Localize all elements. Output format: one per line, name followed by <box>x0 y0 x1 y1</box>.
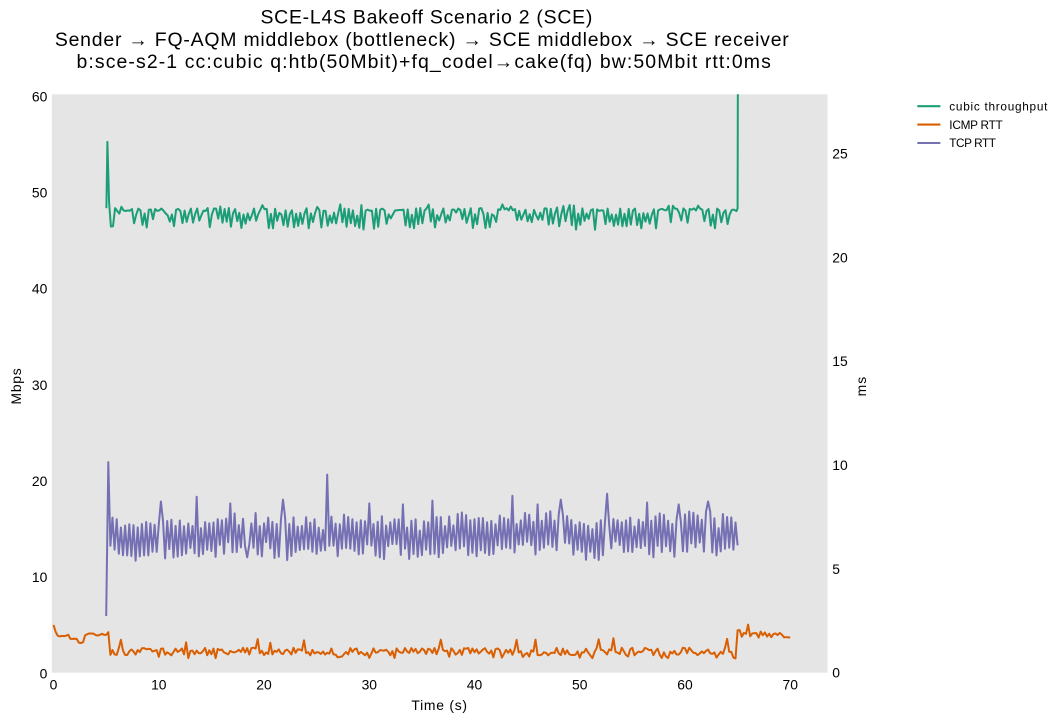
svg-text:15: 15 <box>832 353 848 369</box>
svg-text:50: 50 <box>32 185 48 201</box>
svg-text:60: 60 <box>677 677 693 693</box>
svg-text:ICMP RTT: ICMP RTT <box>949 118 1002 132</box>
svg-text:50: 50 <box>572 677 588 693</box>
svg-text:0: 0 <box>832 665 840 681</box>
svg-text:Mbps: Mbps <box>8 368 24 405</box>
svg-text:40: 40 <box>467 677 483 693</box>
svg-text:5: 5 <box>832 561 840 577</box>
svg-text:10: 10 <box>832 457 848 473</box>
svg-text:SCE-L4S Bakeoff Scenario 2 (SC: SCE-L4S Bakeoff Scenario 2 (SCE) <box>260 6 593 28</box>
svg-text:20: 20 <box>256 677 272 693</box>
svg-text:20: 20 <box>32 473 48 489</box>
svg-text:Sender → FQ-AQM middlebox (bot: Sender → FQ-AQM middlebox (bottleneck) →… <box>55 29 790 51</box>
svg-text:ms: ms <box>853 376 869 397</box>
svg-text:30: 30 <box>362 677 378 693</box>
svg-text:0: 0 <box>50 677 58 693</box>
svg-text:20: 20 <box>832 249 848 265</box>
svg-text:0: 0 <box>40 665 48 681</box>
svg-text:Time (s): Time (s) <box>411 697 467 713</box>
svg-text:10: 10 <box>151 677 167 693</box>
svg-text:70: 70 <box>782 677 798 693</box>
svg-text:60: 60 <box>32 88 48 104</box>
svg-text:25: 25 <box>832 146 848 162</box>
svg-text:10: 10 <box>32 569 48 585</box>
svg-text:b:sce-s2-1 cc:cubic q:htb(50Mb: b:sce-s2-1 cc:cubic q:htb(50Mbit)+fq_cod… <box>76 51 771 73</box>
svg-text:cubic throughput: cubic throughput <box>949 99 1048 113</box>
svg-text:TCP RTT: TCP RTT <box>949 136 995 150</box>
svg-text:40: 40 <box>32 281 48 297</box>
svg-text:30: 30 <box>32 377 48 393</box>
